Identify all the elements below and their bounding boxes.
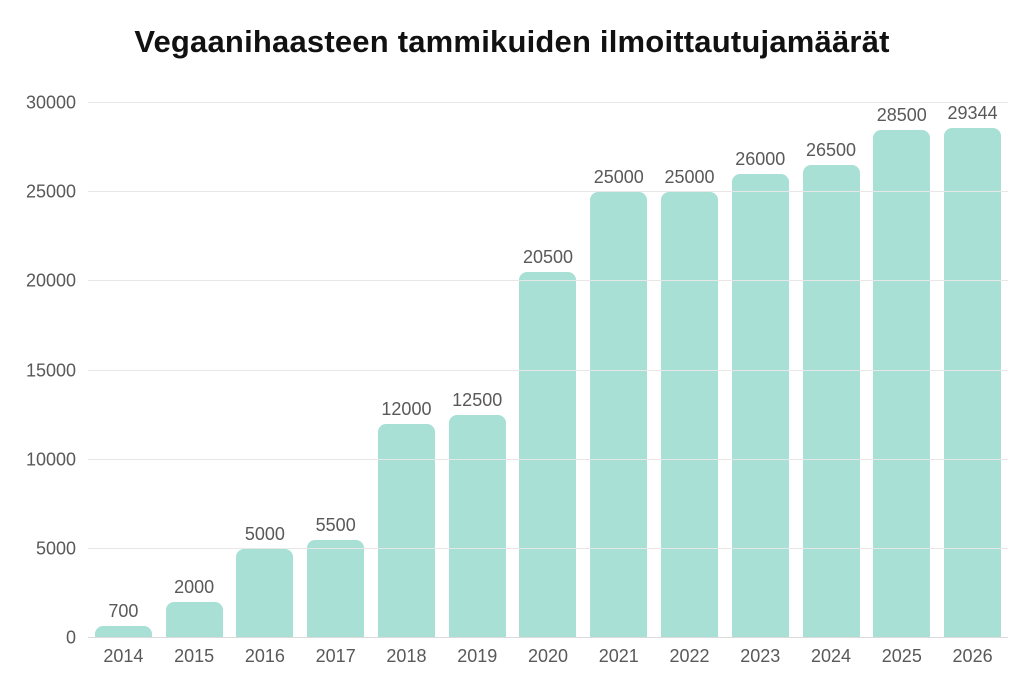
bar-slot-2022: 25000 — [654, 103, 725, 638]
bar-value-label: 25000 — [593, 167, 644, 188]
bar-value-label: 5500 — [315, 514, 356, 535]
bar-slot-2025: 28500 — [866, 103, 937, 638]
bar-2017 — [307, 539, 365, 638]
bar-slot-2014: 700 — [88, 103, 159, 638]
bar-value-label: 26500 — [806, 140, 857, 161]
bar-value-label: 700 — [108, 600, 139, 621]
gridline-0 — [88, 637, 1008, 638]
bar-2016 — [236, 548, 294, 638]
x-tick-label-2019: 2019 — [457, 646, 498, 666]
x-tick-label-2014: 2014 — [103, 646, 144, 666]
y-tick-label: 15000 — [25, 360, 76, 380]
x-tick-label-2022: 2022 — [669, 646, 710, 666]
x-tick-label-2018: 2018 — [386, 646, 427, 666]
plot-area: 700 2000 5000 5500 12000 12500 20500 25000 25000… — [26, 93, 1008, 648]
y-tick-label: 5000 — [35, 538, 76, 559]
bar-value-label: 12500 — [452, 390, 503, 411]
bar-value-label: 20500 — [522, 247, 573, 268]
gridline-20000 — [88, 280, 1008, 282]
bar-slot-2021: 25000 — [583, 103, 654, 638]
x-tick-label-2021: 2021 — [598, 646, 639, 666]
y-tick-label: 30000 — [25, 92, 76, 113]
bar-slot-2026: 29344 — [937, 103, 1008, 638]
bar-slot-2020: 20500 — [513, 103, 584, 638]
bar-slot-2023: 26000 — [725, 103, 796, 638]
x-tick-label-2025: 2025 — [881, 646, 922, 666]
bar-value-label: 26000 — [735, 149, 786, 170]
bar-value-label: 28500 — [876, 104, 927, 125]
x-axis-labels: 2014 2015 2016 2017 2018 2019 2020 2021 2022 2023… — [88, 646, 1008, 667]
bar-value-label: 5000 — [244, 523, 285, 544]
bar-2021 — [590, 192, 648, 638]
x-tick-label-2020: 2020 — [527, 646, 568, 666]
bar-2023 — [731, 174, 789, 638]
bar-value-label: 12000 — [381, 399, 432, 419]
bars-container: 700 2000 5000 5500 12000 12500 20500 25000 25000… — [88, 103, 1008, 638]
gridline-15000 — [88, 369, 1008, 371]
bar-slot-2017: 5500 — [300, 103, 371, 638]
gridline-25000 — [88, 191, 1008, 193]
bar-2026 — [944, 128, 1002, 638]
x-tick-label-2024: 2024 — [811, 646, 852, 666]
bar-2018 — [377, 424, 435, 638]
chart-title: Vegaanihaasteen tammikuiden ilmoittautuj… — [134, 24, 890, 59]
bar-slot-2019: 12500 — [442, 103, 513, 638]
gridline-30000 — [88, 102, 1008, 103]
x-tick-label-2015: 2015 — [174, 646, 215, 666]
x-tick-label-2023: 2023 — [740, 646, 781, 666]
bar-slot-2024: 26500 — [796, 103, 867, 638]
bar-slot-2018: 12000 — [371, 103, 442, 638]
bar-2014 — [94, 625, 152, 638]
bar-value-label: 29344 — [947, 103, 998, 123]
bar-2015 — [165, 602, 223, 638]
gridline-5000 — [88, 547, 1008, 549]
y-tick-label: 25000 — [25, 181, 76, 202]
bar-value-label: 2000 — [174, 577, 215, 598]
bar-2024 — [802, 165, 860, 638]
bar-slot-2016: 5000 — [230, 103, 301, 638]
bar-2019 — [448, 415, 506, 638]
y-tick-label: 20000 — [25, 270, 76, 291]
x-tick-label-2026: 2026 — [952, 646, 993, 666]
y-tick-label: 10000 — [25, 449, 76, 470]
bar-slot-2015: 2000 — [159, 103, 230, 638]
x-tick-label-2017: 2017 — [315, 646, 356, 666]
bar-value-label: 25000 — [664, 167, 715, 188]
bar-2022 — [661, 192, 718, 638]
bar-2020 — [519, 272, 577, 638]
y-tick-label: 0 — [65, 627, 76, 648]
bar-2025 — [873, 129, 931, 638]
x-tick-label-2016: 2016 — [244, 646, 285, 666]
gridline-10000 — [88, 458, 1008, 460]
